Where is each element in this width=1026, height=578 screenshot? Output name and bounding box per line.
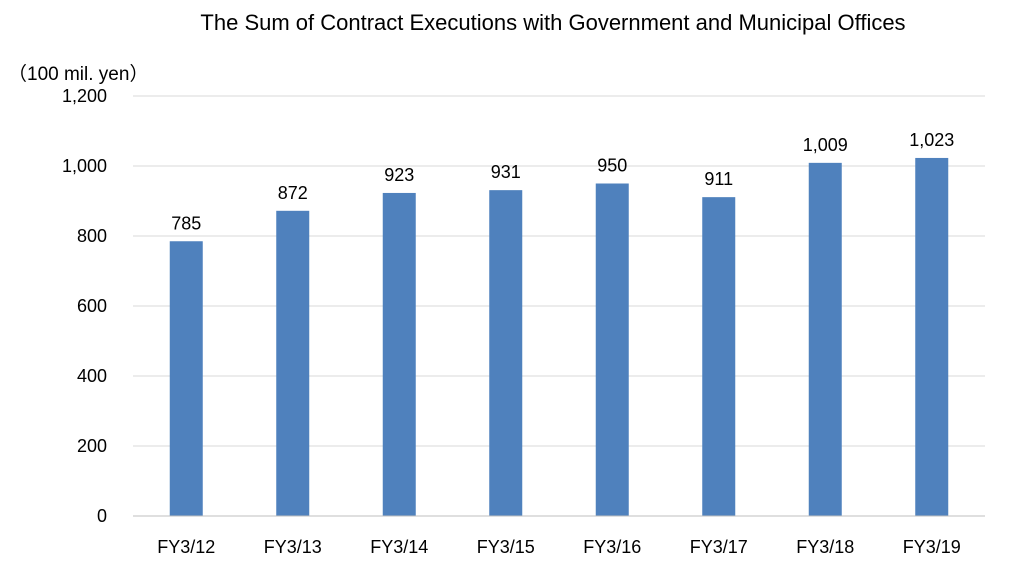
- bar-value-label: 785: [171, 213, 201, 233]
- bar-value-label: 911: [704, 169, 733, 189]
- chart-title: The Sum of Contract Executions with Gove…: [200, 10, 905, 35]
- x-tick-label: FY3/19: [903, 537, 961, 557]
- y-tick-label: 1,200: [62, 86, 107, 106]
- bar: [808, 162, 842, 516]
- bar: [595, 183, 629, 516]
- bar: [915, 157, 949, 516]
- bar-value-label: 1,009: [803, 135, 848, 155]
- y-tick-label: 0: [97, 506, 107, 526]
- x-tick-label: FY3/15: [477, 537, 535, 557]
- x-tick-label: FY3/12: [157, 537, 215, 557]
- bar-value-label: 923: [384, 165, 414, 185]
- y-tick-label: 600: [77, 296, 107, 316]
- y-axis-ticks: 0 200 400 600 800 1,000 1,200: [62, 86, 107, 526]
- bar-value-label: 1,023: [909, 130, 954, 150]
- x-tick-label: FY3/18: [796, 537, 854, 557]
- y-tick-label: 800: [77, 226, 107, 246]
- bar: [382, 192, 416, 516]
- gridlines: [133, 95, 985, 447]
- x-axis-ticks: FY3/12 FY3/13 FY3/14 FY3/15 FY3/16 FY3/17 FY3/…: [157, 537, 961, 557]
- bar: [702, 197, 736, 516]
- bar: [276, 210, 310, 517]
- x-tick-label: FY3/16: [583, 537, 641, 557]
- y-tick-label: 200: [77, 436, 107, 456]
- y-tick-label: 1,000: [62, 156, 107, 176]
- x-tick-label: FY3/14: [370, 537, 428, 557]
- x-tick-label: FY3/17: [690, 537, 748, 557]
- bar-value-label: 872: [278, 183, 308, 203]
- y-tick-label: 400: [77, 366, 107, 386]
- bar-value-label: 931: [491, 162, 521, 182]
- x-tick-label: FY3/13: [264, 537, 322, 557]
- bars: [169, 157, 949, 517]
- bar: [169, 241, 203, 516]
- y-axis-unit-label: （100 mil. yen）: [8, 63, 148, 85]
- bar: [489, 190, 523, 516]
- bar-value-label: 950: [597, 156, 627, 176]
- data-labels: 785 872 923 931 950 911 1,009 1,023: [171, 130, 954, 233]
